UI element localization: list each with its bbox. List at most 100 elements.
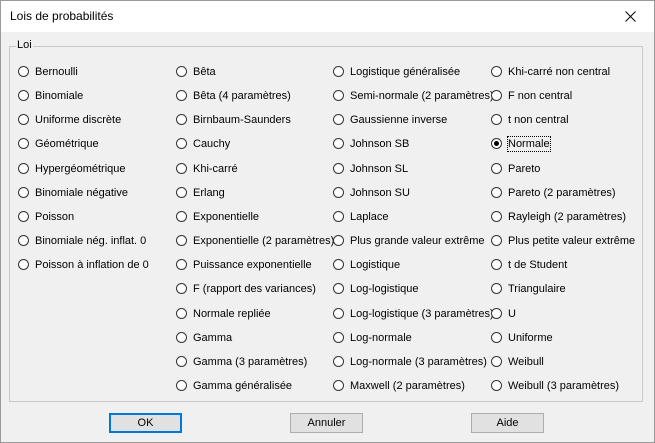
radio-button[interactable] (176, 308, 187, 319)
radio-button[interactable] (18, 163, 29, 174)
radio-button[interactable] (491, 380, 502, 391)
radio-label[interactable]: Géométrique (35, 138, 99, 150)
radio-label[interactable]: Pareto (508, 163, 541, 175)
radio-button[interactable] (333, 138, 344, 149)
radio-button[interactable] (491, 259, 502, 270)
radio-button[interactable] (491, 308, 502, 319)
radio-button[interactable] (176, 90, 187, 101)
radio-button[interactable] (176, 138, 187, 149)
radio-label[interactable]: Uniforme discrète (35, 114, 122, 126)
radio-button[interactable] (176, 114, 187, 125)
radio-label[interactable]: Johnson SL (350, 163, 409, 175)
radio-button[interactable] (333, 283, 344, 294)
close-button[interactable] (608, 1, 654, 32)
radio-button[interactable] (176, 163, 187, 174)
radio-label[interactable]: Normale (507, 136, 551, 152)
radio-button[interactable] (491, 356, 502, 367)
radio-label[interactable]: Khi-carré non central (508, 66, 611, 78)
radio-label[interactable]: Rayleigh (2 paramètres) (508, 211, 626, 223)
radio-button[interactable] (491, 235, 502, 246)
radio-button[interactable] (176, 66, 187, 77)
radio-button-checked[interactable] (491, 138, 502, 149)
radio-label[interactable]: Maxwell (2 paramètres) (350, 380, 465, 392)
radio-button[interactable] (333, 90, 344, 101)
radio-button[interactable] (333, 66, 344, 77)
radio-label[interactable]: Hypergéométrique (35, 163, 126, 175)
help-button[interactable]: Aide (471, 413, 544, 433)
radio-label[interactable]: Normale repliée (193, 308, 271, 320)
radio-label[interactable]: F (rapport des variances) (193, 283, 316, 295)
radio-label[interactable]: F non central (508, 90, 573, 102)
radio-button[interactable] (333, 211, 344, 222)
radio-button[interactable] (176, 235, 187, 246)
radio-button[interactable] (176, 332, 187, 343)
radio-button[interactable] (176, 380, 187, 391)
radio-label[interactable]: Pareto (2 paramètres) (508, 187, 616, 199)
radio-button[interactable] (18, 90, 29, 101)
radio-label[interactable]: Binomiale (35, 90, 84, 102)
radio-label[interactable]: U (508, 308, 516, 320)
radio-button[interactable] (333, 380, 344, 391)
radio-label[interactable]: t de Student (508, 259, 568, 271)
radio-label[interactable]: Log-normale (350, 332, 412, 344)
radio-label[interactable]: Gamma (3 paramètres) (193, 356, 308, 368)
radio-label[interactable]: Weibull (508, 356, 544, 368)
radio-button[interactable] (18, 259, 29, 270)
radio-label[interactable]: Poisson à inflation de 0 (35, 259, 149, 271)
radio-label[interactable]: Birnbaum-Saunders (193, 114, 291, 126)
radio-button[interactable] (176, 211, 187, 222)
radio-button[interactable] (176, 259, 187, 270)
radio-button[interactable] (491, 66, 502, 77)
radio-button[interactable] (491, 211, 502, 222)
radio-label[interactable]: Semi-normale (2 paramètres) (350, 90, 494, 102)
radio-label[interactable]: Poisson (35, 211, 75, 223)
radio-label[interactable]: Triangulaire (508, 283, 566, 295)
radio-label[interactable]: Erlang (193, 187, 225, 199)
radio-label[interactable]: Uniforme (508, 332, 553, 344)
radio-button[interactable] (491, 187, 502, 198)
radio-button[interactable] (18, 114, 29, 125)
radio-button[interactable] (18, 138, 29, 149)
radio-label[interactable]: Binomiale négative (35, 187, 128, 199)
radio-label[interactable]: Bernoulli (35, 66, 78, 78)
radio-label[interactable]: Laplace (350, 211, 389, 223)
radio-button[interactable] (333, 114, 344, 125)
radio-label[interactable]: Log-normale (3 paramètres) (350, 356, 487, 368)
radio-label[interactable]: Gamma généralisée (193, 380, 293, 392)
radio-button[interactable] (333, 356, 344, 367)
radio-button[interactable] (176, 283, 187, 294)
radio-button[interactable] (176, 187, 187, 198)
radio-label[interactable]: Logistique généralisée (350, 66, 461, 78)
ok-button[interactable]: OK (109, 413, 182, 433)
cancel-button[interactable]: Annuler (290, 413, 363, 433)
radio-label[interactable]: t non central (508, 114, 569, 126)
radio-button[interactable] (18, 211, 29, 222)
radio-label[interactable]: Johnson SB (350, 138, 410, 150)
radio-label[interactable]: Gaussienne inverse (350, 114, 448, 126)
radio-button[interactable] (333, 163, 344, 174)
radio-label[interactable]: Exponentielle (2 paramètres) (193, 235, 335, 247)
radio-label[interactable]: Exponentielle (193, 211, 260, 223)
radio-button[interactable] (18, 187, 29, 198)
radio-button[interactable] (333, 259, 344, 270)
radio-button[interactable] (333, 308, 344, 319)
radio-button[interactable] (333, 235, 344, 246)
radio-button[interactable] (333, 332, 344, 343)
radio-label[interactable]: Logistique (350, 259, 401, 271)
radio-label[interactable]: Log-logistique (350, 283, 419, 295)
radio-button[interactable] (491, 114, 502, 125)
radio-label[interactable]: Binomiale nég. inflat. 0 (35, 235, 147, 247)
radio-label[interactable]: Plus grande valeur extrême (350, 235, 485, 247)
radio-label[interactable]: Khi-carré (193, 163, 238, 175)
radio-label[interactable]: Johnson SU (350, 187, 410, 199)
radio-label[interactable]: Bêta (193, 66, 216, 78)
radio-label[interactable]: Bêta (4 paramètres) (193, 90, 291, 102)
radio-button[interactable] (176, 356, 187, 367)
radio-label[interactable]: Weibull (3 paramètres) (508, 380, 620, 392)
radio-button[interactable] (18, 235, 29, 246)
radio-button[interactable] (491, 283, 502, 294)
radio-button[interactable] (18, 66, 29, 77)
radio-button[interactable] (333, 187, 344, 198)
radio-button[interactable] (491, 163, 502, 174)
radio-label[interactable]: Log-logistique (3 paramètres) (350, 308, 494, 320)
